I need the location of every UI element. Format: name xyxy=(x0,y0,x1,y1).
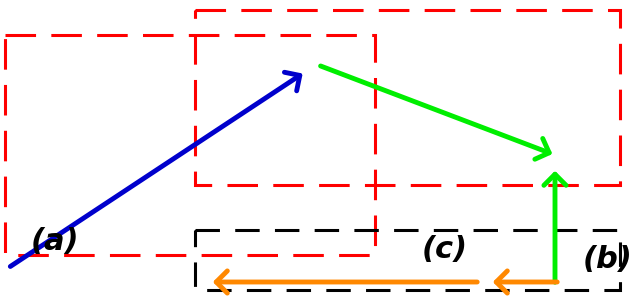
Text: (b): (b) xyxy=(583,246,633,275)
Bar xyxy=(5,35,375,255)
Text: (c): (c) xyxy=(422,236,468,265)
Bar xyxy=(195,230,620,290)
Bar xyxy=(195,10,620,185)
Text: (a): (a) xyxy=(31,227,79,256)
